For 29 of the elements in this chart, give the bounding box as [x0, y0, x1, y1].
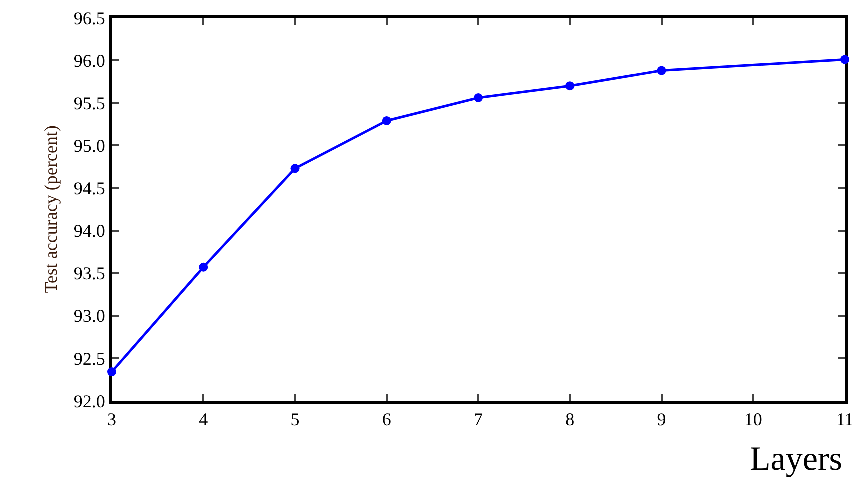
- x-tick-label: 9: [657, 410, 666, 430]
- point: [657, 66, 666, 76]
- y-tick-label: 95.5: [74, 93, 106, 114]
- x-tick-label: 5: [290, 410, 300, 430]
- x-tick-label: 6: [382, 410, 392, 430]
- point: [566, 82, 575, 91]
- y-tick-label: 96.0: [74, 50, 106, 71]
- y-tick-label: 92.5: [74, 348, 106, 369]
- x-tick-label: 8: [566, 410, 575, 430]
- point: [290, 164, 300, 174]
- point: [474, 94, 483, 102]
- x-tick-label: 11: [836, 410, 854, 430]
- y-tick-label: 95.0: [74, 136, 106, 156]
- x-tick-label: 7: [474, 410, 483, 430]
- point: [382, 116, 392, 126]
- x-tick-label: 4: [199, 410, 208, 430]
- point: [199, 262, 208, 272]
- y-tick-label: 93.0: [74, 306, 106, 326]
- y-tick-label: 96.5: [74, 8, 106, 28]
- y-axis-title: Test accuracy (percent): [41, 126, 62, 294]
- y-tick-label: 94.5: [74, 178, 106, 199]
- y-tick-label: 93.5: [74, 264, 106, 284]
- x-tick-label: 10: [744, 410, 762, 430]
- y-tick-label: 92.0: [74, 391, 106, 412]
- point: [108, 368, 116, 377]
- x-axis-title: Layers: [750, 441, 843, 478]
- x-tick-label: 3: [108, 410, 116, 430]
- point: [840, 55, 850, 64]
- y-tick-label: 94.0: [74, 221, 106, 242]
